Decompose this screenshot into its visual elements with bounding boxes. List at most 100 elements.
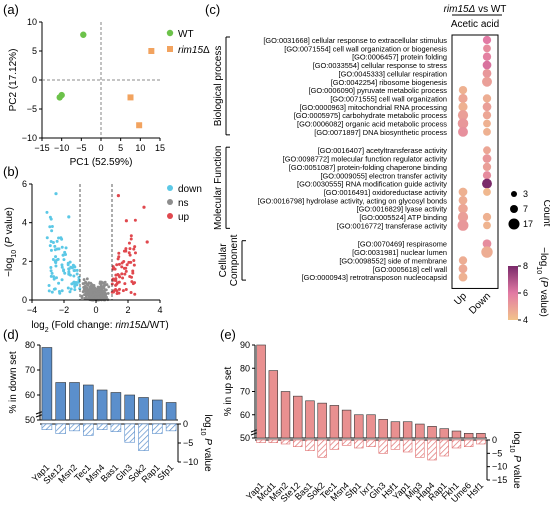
x-axis-label: PC1 (52.59%)	[70, 157, 133, 168]
go-term-label: [GO:0016798] hydrolase activity, acting …	[258, 196, 448, 205]
up-point	[127, 241, 131, 245]
down-bubble	[482, 239, 492, 249]
y2-tick-label: −15	[492, 475, 507, 485]
down-point	[54, 276, 58, 280]
pvalue-bar	[390, 439, 401, 450]
ns-point	[103, 283, 107, 287]
up-bubble	[458, 264, 468, 274]
up-point	[124, 288, 128, 292]
up-point	[129, 234, 133, 238]
pvalue-bar	[83, 423, 94, 436]
pvalue-bar	[280, 439, 291, 445]
header-condition: Acetic acid	[451, 19, 499, 30]
up-bubble	[458, 272, 468, 282]
pvalue-bar	[329, 439, 340, 450]
header-title: rim15Δ vs WT	[444, 4, 507, 15]
panel-label-d: (d)	[3, 327, 19, 342]
down-bubble	[482, 212, 492, 222]
down-point	[53, 244, 57, 248]
bar	[439, 428, 449, 439]
ns-point	[101, 281, 105, 285]
column-label-down: Down	[467, 291, 493, 317]
y-tick-label: 80	[240, 363, 250, 373]
label-part: value)	[4, 207, 15, 237]
up-point	[133, 218, 137, 222]
size-legend-value: 17	[523, 219, 533, 229]
go-term-label: [GO:0009055] electron transfer activity	[320, 171, 447, 180]
down-point	[75, 272, 79, 276]
bar	[138, 397, 149, 421]
label-part: Δ/WT)	[140, 320, 168, 331]
ns-point	[107, 285, 111, 289]
ns-point	[104, 292, 108, 296]
ns-point	[81, 282, 85, 285]
up-point	[112, 278, 116, 282]
ns-point	[89, 291, 93, 295]
pvalue-bar	[366, 439, 376, 447]
down-point	[53, 287, 57, 291]
pvalue-bar	[69, 423, 80, 432]
up-point	[142, 205, 146, 209]
up-point	[115, 263, 119, 267]
pvalue-bar	[55, 423, 66, 434]
up-point	[110, 282, 114, 286]
up-bubble	[458, 195, 468, 205]
column-label-up: Up	[452, 290, 469, 307]
pvalue-bar	[476, 439, 486, 445]
label-part: value)	[538, 287, 549, 317]
down-point	[60, 265, 64, 269]
label-part: log	[31, 320, 44, 331]
y2-tick-label: −10	[492, 462, 507, 472]
x-tick-label: −5	[76, 143, 86, 153]
up-point	[124, 247, 128, 251]
y-axis-label: % in down set	[8, 351, 19, 413]
x-tick-label: 5	[118, 143, 123, 153]
pvalue-bar	[41, 423, 53, 430]
down-point	[49, 265, 53, 269]
label-part: P	[511, 453, 522, 463]
y-tick-label: 70	[25, 365, 35, 375]
y-tick-label: −10	[22, 133, 37, 143]
y2-tick-label: −10	[183, 457, 198, 467]
color-bar	[508, 266, 518, 320]
bar	[83, 384, 94, 421]
bar	[256, 344, 266, 439]
y-axis-label: PC2 (17.12%)	[8, 49, 19, 112]
up-bubble	[458, 93, 468, 104]
up-point	[129, 290, 133, 294]
y-tick-label: 50	[240, 433, 250, 443]
down-point	[49, 239, 53, 243]
ns-point	[99, 292, 103, 295]
label-part: log	[202, 414, 213, 427]
pvalue-bar	[427, 439, 437, 461]
up-point	[132, 263, 136, 267]
up-point	[114, 283, 118, 287]
bar	[96, 389, 108, 421]
up-point	[117, 251, 121, 255]
up-point	[128, 253, 132, 257]
down-bubble	[483, 44, 491, 53]
down-point	[74, 280, 78, 284]
up-bubble	[458, 102, 468, 112]
down-point	[64, 252, 68, 256]
label-part: (Fold change:	[49, 320, 116, 331]
label-part: Δ	[203, 45, 210, 56]
size-legend-value: 7	[523, 204, 528, 214]
down-bubble	[482, 76, 492, 87]
down-point	[50, 224, 54, 228]
y-axis-label: % in up set	[223, 367, 234, 417]
down-bubble	[483, 188, 491, 196]
pvalue-bar	[124, 423, 135, 443]
go-term-label: [GO:0030555] RNA modification guide acti…	[297, 180, 447, 189]
wt-point	[58, 91, 65, 99]
down-bubble	[483, 119, 491, 128]
bar	[463, 433, 474, 439]
pvalue-bar	[165, 423, 177, 432]
label-part: −log	[538, 247, 549, 266]
ns-point	[82, 286, 86, 289]
color-bar-label: 6	[523, 288, 528, 298]
up-point	[145, 240, 149, 244]
legend-marker	[167, 199, 173, 205]
legend-rim15-label: rim15Δ	[178, 45, 210, 56]
bar	[415, 423, 425, 439]
